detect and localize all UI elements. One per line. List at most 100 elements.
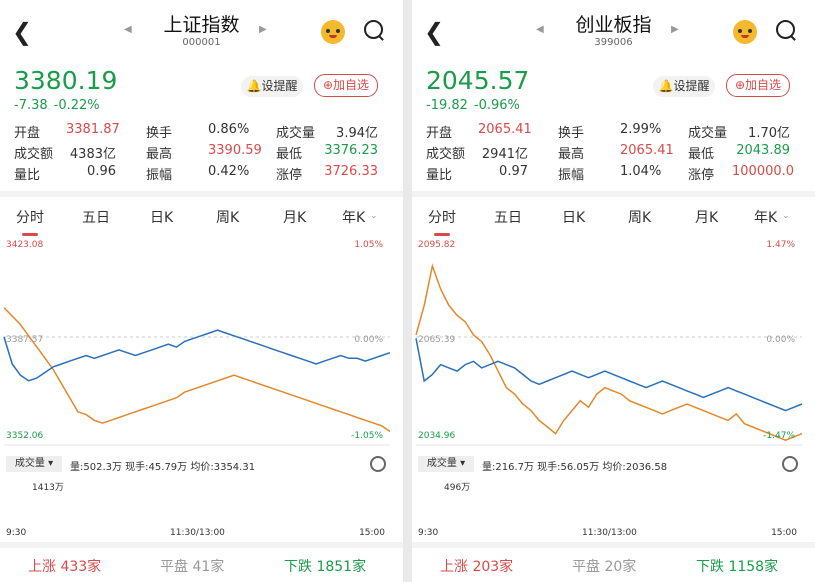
time-start: 9:30 [6, 528, 27, 538]
decline-label: 下跌 [696, 559, 724, 575]
y-mid-label: 3387.57 [6, 335, 44, 345]
tab-4[interactable]: 月K [695, 210, 719, 226]
settings-icon[interactable] [370, 456, 386, 472]
stat-label: 成交额 [426, 147, 466, 162]
pct-high-label: 1.05% [354, 240, 383, 250]
stat-label: 振幅 [146, 168, 173, 183]
volume-label: 成交量 [426, 458, 457, 469]
series-line-orange [3, 307, 391, 433]
time-end: 15:00 [359, 528, 385, 538]
advance-label: 上涨 [440, 559, 468, 575]
back-icon[interactable]: ❮ [424, 18, 445, 46]
unchanged-count[interactable]: 平盘 20家 [572, 556, 636, 576]
change-value: -7.38 [14, 98, 48, 113]
stat-label: 最高 [558, 147, 585, 162]
stat-value: 2.99% [620, 122, 662, 137]
pct-mid-label: 0.00% [766, 335, 795, 345]
intraday-chart[interactable] [412, 232, 815, 492]
time-mid: 11:30/13:00 [582, 528, 637, 538]
bell-icon: 🔔 [658, 79, 674, 93]
price-change: -7.38 -0.22% [14, 98, 106, 113]
tab-0[interactable]: 分时 [428, 207, 456, 236]
back-icon[interactable]: ❮ [12, 18, 33, 46]
advance-count[interactable]: 上涨 203家 [440, 556, 513, 576]
plus-icon: ⊕ [734, 78, 746, 92]
chevron-down-icon: ⌄ [782, 211, 790, 221]
prev-index-icon[interactable]: ◀ [124, 24, 132, 35]
decline-count[interactable]: 下跌 1158家 [696, 556, 778, 576]
stat-label: 成交额 [14, 147, 54, 162]
add-watchlist-button[interactable]: ⊕加自选 [314, 74, 378, 97]
advance-value: 433家 [60, 559, 102, 575]
reminder-label: 设提醒 [673, 79, 710, 93]
stat-value: 100000.0 [732, 164, 795, 179]
stat-value: 3381.87 [66, 122, 120, 137]
time-start: 9:30 [418, 528, 439, 538]
divider [0, 542, 403, 548]
tab-1[interactable]: 五日 [82, 210, 110, 226]
tab-3[interactable]: 周K [628, 210, 652, 226]
tab-0[interactable]: 分时 [16, 207, 44, 236]
quote-panel-sh: ❮ ◀ 上证指数 000001 ▶ 3380.19 -7.38 -0.22% 🔔设… [0, 0, 403, 582]
tab-5[interactable]: 年K [754, 210, 778, 226]
series-line-orange [415, 263, 803, 442]
unchanged-value: 20家 [604, 559, 637, 575]
decline-label: 下跌 [284, 559, 312, 575]
mascot-icon[interactable] [733, 20, 757, 44]
intraday-chart[interactable] [0, 232, 403, 492]
stat-value: 0.86% [208, 122, 250, 137]
search-icon[interactable] [776, 20, 795, 39]
set-reminder-button[interactable]: 🔔设提醒 [653, 76, 715, 97]
stat-label: 量比 [426, 168, 453, 183]
tab-2[interactable]: 日K [150, 210, 174, 226]
unchanged-label: 平盘 [572, 559, 600, 575]
prev-index-icon[interactable]: ◀ [536, 24, 544, 35]
search-icon[interactable] [364, 20, 383, 39]
next-index-icon[interactable]: ▶ [671, 24, 679, 35]
decline-count[interactable]: 下跌 1851家 [284, 556, 366, 576]
stat-label: 最低 [276, 147, 303, 162]
stat-label: 涨停 [688, 168, 715, 183]
add-watchlist-button[interactable]: ⊕加自选 [726, 74, 790, 97]
reminder-label: 设提醒 [261, 79, 298, 93]
stat-label: 最高 [146, 147, 173, 162]
tab-2[interactable]: 日K [562, 210, 586, 226]
unchanged-count[interactable]: 平盘 41家 [160, 556, 224, 576]
stat-label: 开盘 [426, 126, 453, 141]
volume-info: 量:502.3万 现手:45.79万 均价:3354.31 [70, 462, 256, 473]
tab-3[interactable]: 周K [216, 210, 240, 226]
volume-indicator-select[interactable]: 成交量 ▾ [6, 456, 62, 472]
stat-value: 1.04% [620, 164, 662, 179]
next-index-icon[interactable]: ▶ [259, 24, 267, 35]
advance-count[interactable]: 上涨 433家 [28, 556, 101, 576]
y-high-label: 2095.82 [418, 240, 456, 250]
stat-label: 涨停 [276, 168, 303, 183]
tab-5[interactable]: 年K [342, 210, 366, 226]
volume-max-label: 496万 [444, 483, 471, 493]
add-label: 加自选 [333, 78, 370, 92]
pct-low-label: -1.47% [763, 431, 795, 441]
set-reminder-button[interactable]: 🔔设提醒 [241, 76, 303, 97]
tab-4[interactable]: 月K [283, 210, 307, 226]
tab-1[interactable]: 五日 [494, 210, 522, 226]
stat-value: 0.96 [87, 164, 116, 179]
stat-label: 换手 [146, 126, 173, 141]
change-percent: -0.96% [473, 98, 520, 113]
index-title: 创业板指 [575, 14, 652, 36]
series-line-blue [3, 329, 391, 382]
settings-icon[interactable] [782, 456, 798, 472]
divider [412, 191, 815, 197]
price-change: -19.82 -0.96% [426, 98, 526, 113]
mascot-icon[interactable] [321, 20, 345, 44]
y-mid-label: 2065.39 [418, 335, 456, 345]
stat-label: 换手 [558, 126, 585, 141]
plus-icon: ⊕ [322, 78, 334, 92]
stat-label: 成交量 [688, 126, 728, 141]
stat-value: 2043.89 [736, 143, 790, 158]
change-percent: -0.22% [53, 98, 100, 113]
volume-indicator-select[interactable]: 成交量 ▾ [418, 456, 474, 472]
add-label: 加自选 [745, 78, 782, 92]
stat-label: 成交量 [276, 126, 316, 141]
y-low-label: 2034.96 [418, 431, 456, 441]
stat-label: 开盘 [14, 126, 41, 141]
